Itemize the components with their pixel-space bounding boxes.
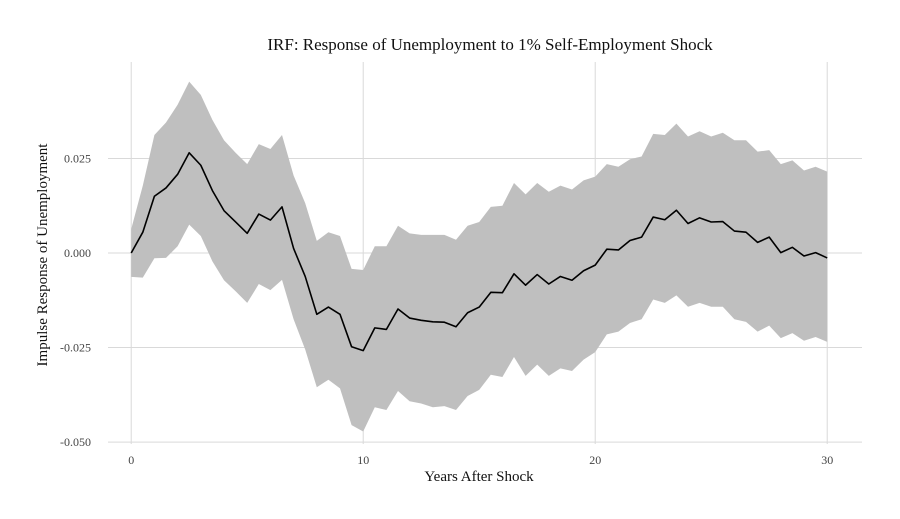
y-tick-label: 0.000 [64,246,91,260]
y-tick-label: -0.025 [60,341,91,355]
confidence-band-layer [131,81,828,432]
irf-series-line [130,151,828,352]
y-axis-label: Impulse Response of Unemployment [35,143,51,367]
irf-line-layer [130,151,828,352]
confidence-band [131,81,828,432]
chart-title: IRF: Response of Unemployment to 1% Self… [267,35,713,54]
x-tick-label: 30 [821,453,833,467]
y-tick-label: 0.025 [64,151,91,165]
tick-labels: 0 10 20 30 0.025 0.000 -0.025 -0.050 [60,151,833,467]
x-axis-label: Years After Shock [424,469,534,485]
x-tick-label: 20 [589,453,601,467]
y-tick-label: -0.050 [60,435,91,449]
x-tick-label: 0 [128,453,134,467]
x-tick-label: 10 [357,453,369,467]
